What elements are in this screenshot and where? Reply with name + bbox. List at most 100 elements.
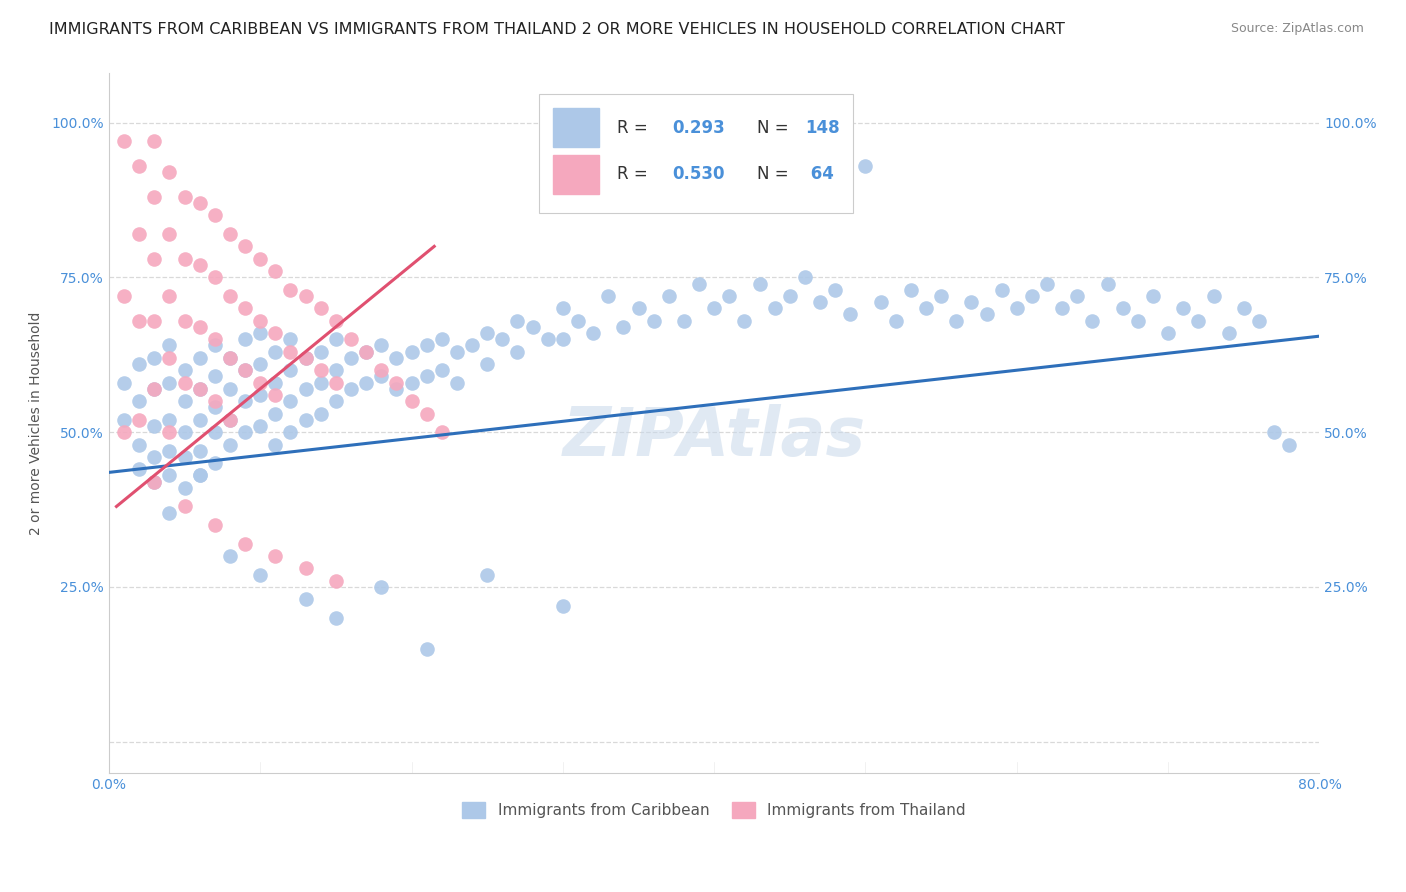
Point [219,413,242,427]
Point [204,270,226,285]
Point [188,413,211,427]
Point [128,394,150,409]
Point [385,382,408,396]
Point [143,419,166,434]
Point [157,468,180,483]
Point [233,425,256,439]
Point [551,332,574,346]
FancyBboxPatch shape [538,94,853,213]
Point [1097,277,1119,291]
Point [143,450,166,464]
Point [219,351,242,365]
Point [354,344,377,359]
Point [294,289,316,303]
Point [173,481,195,495]
Point [1036,277,1059,291]
Point [309,344,332,359]
Point [1173,301,1195,316]
Point [309,301,332,316]
Point [157,376,180,390]
Point [354,376,377,390]
Point [461,338,484,352]
Point [204,338,226,352]
Point [219,351,242,365]
Point [415,641,437,656]
Point [219,289,242,303]
Point [1233,301,1256,316]
Y-axis label: 2 or more Vehicles in Household: 2 or more Vehicles in Household [30,311,44,534]
Point [1112,301,1135,316]
Point [188,443,211,458]
Point [325,314,347,328]
Point [143,252,166,266]
Point [264,326,287,340]
Point [280,363,302,377]
Point [370,338,392,352]
Point [249,252,271,266]
Point [128,227,150,241]
Point [204,369,226,384]
Point [976,308,998,322]
Point [1050,301,1073,316]
Point [219,549,242,563]
Point [173,394,195,409]
Point [325,376,347,390]
Point [551,599,574,613]
Point [249,357,271,371]
Point [672,314,695,328]
Point [219,382,242,396]
Point [264,344,287,359]
Point [869,295,891,310]
Point [280,344,302,359]
Point [658,289,681,303]
Point [1218,326,1240,340]
Point [188,351,211,365]
Point [157,227,180,241]
Bar [553,155,599,194]
Point [112,425,135,439]
Text: 148: 148 [806,119,839,136]
Point [128,159,150,173]
Point [537,332,560,346]
Point [112,134,135,148]
Point [945,314,967,328]
Point [325,574,347,588]
Point [112,413,135,427]
Point [219,437,242,451]
Point [204,332,226,346]
Point [173,252,195,266]
Point [733,314,755,328]
Point [309,376,332,390]
Point [808,295,831,310]
Point [415,369,437,384]
Point [703,301,725,316]
Point [204,425,226,439]
Point [1142,289,1164,303]
Point [415,407,437,421]
Point [173,363,195,377]
Point [143,475,166,489]
Point [779,289,801,303]
Point [157,351,180,365]
Point [233,332,256,346]
Point [643,314,665,328]
Point [294,351,316,365]
Point [280,332,302,346]
Point [128,357,150,371]
Point [748,277,770,291]
Point [915,301,938,316]
Text: ZIPAtlas: ZIPAtlas [562,404,866,470]
Point [900,283,922,297]
Point [249,419,271,434]
Point [204,208,226,222]
Point [143,351,166,365]
Point [446,376,468,390]
Point [354,344,377,359]
Point [294,592,316,607]
Point [325,611,347,625]
Point [551,301,574,316]
Point [340,351,363,365]
Point [340,382,363,396]
Point [188,468,211,483]
Point [128,413,150,427]
